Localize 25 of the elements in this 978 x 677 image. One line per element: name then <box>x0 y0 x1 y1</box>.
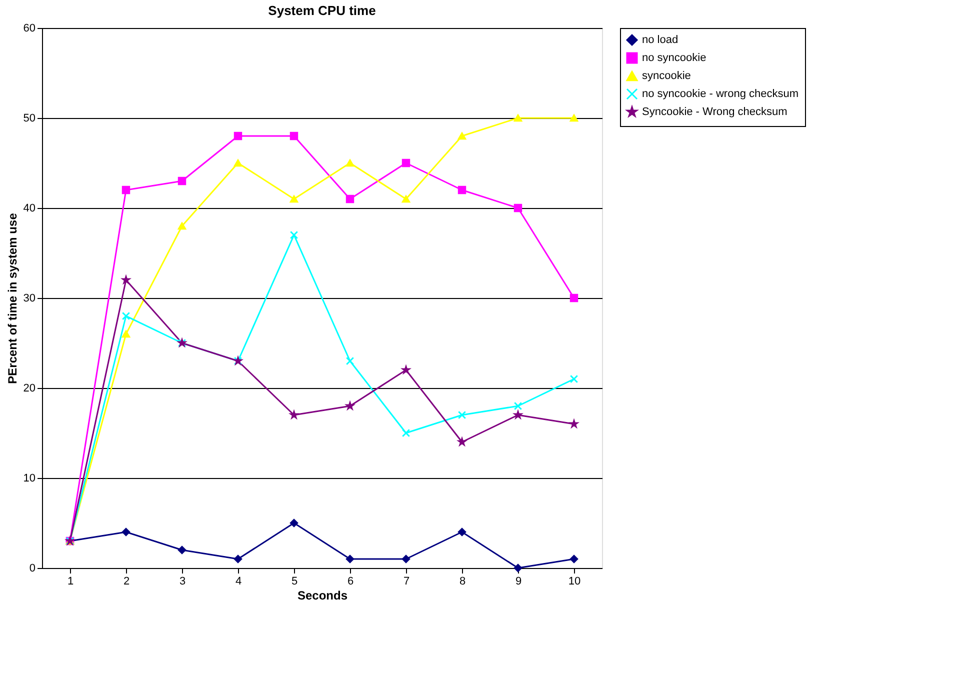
x-tick-label: 1 <box>67 576 74 588</box>
x-tick-label: 5 <box>291 576 298 588</box>
x-tick-label: 3 <box>179 576 186 588</box>
x-axis-title: Seconds <box>297 588 348 602</box>
y-tick-label: 20 <box>23 382 36 394</box>
y-axis-title: PErcent of time in system use <box>5 212 20 384</box>
chart-title: System CPU time <box>268 3 376 18</box>
x-tick-label: 7 <box>403 576 410 588</box>
x-tick-label: 9 <box>515 576 522 588</box>
x-tick-label: 2 <box>123 576 130 588</box>
y-tick-label: 10 <box>23 472 36 484</box>
x-tick-label: 10 <box>568 576 581 588</box>
x-tick-label: 6 <box>347 576 354 588</box>
legend-label: no load <box>642 34 678 46</box>
x-tick-label: 8 <box>459 576 466 588</box>
y-tick-label: 50 <box>23 112 36 124</box>
legend-label: Syncookie - Wrong checksum <box>642 106 788 118</box>
x-tick-label: 4 <box>235 576 242 588</box>
y-tick-label: 40 <box>23 202 36 214</box>
y-tick-label: 30 <box>23 292 36 304</box>
y-tick-label: 0 <box>29 562 36 574</box>
y-tick-label: 60 <box>23 22 36 34</box>
legend-label: syncookie <box>642 70 691 82</box>
legend-label: no syncookie - wrong checksum <box>642 88 799 100</box>
legend-label: no syncookie <box>642 52 706 64</box>
